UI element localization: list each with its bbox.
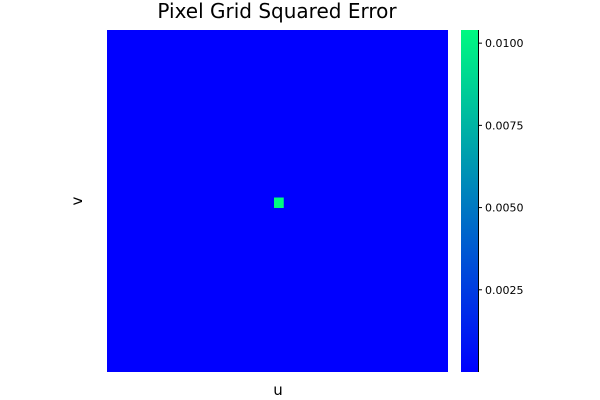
- y-axis-label: v: [68, 196, 86, 205]
- colorbar-tick-label: 0.0100: [485, 37, 524, 50]
- colorbar-ticks: 0.0025 0.0050 0.0075 0.0100: [478, 37, 524, 297]
- heatmap-hot-cell: [274, 197, 284, 208]
- x-axis-label: u: [273, 381, 283, 399]
- colorbar-tick-label: 0.0025: [485, 284, 524, 297]
- heatmap-area: [107, 30, 448, 372]
- colorbar-tick-label: 0.0050: [485, 202, 524, 215]
- colorbar-tick-label: 0.0075: [485, 119, 524, 132]
- chart-title: Pixel Grid Squared Error: [157, 0, 397, 23]
- colorbar: [461, 30, 478, 372]
